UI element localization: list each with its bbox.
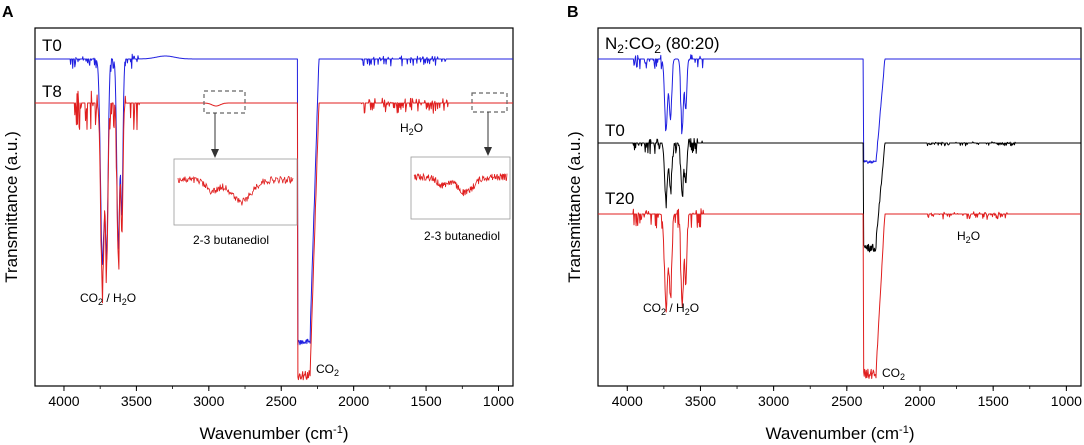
- x-tick-label: 3000: [193, 393, 224, 409]
- inset-1-frame: [173, 158, 298, 226]
- panel-b-x-axis-title: Wavenumber (cm-1): [766, 424, 915, 443]
- zoom-box-1: [203, 90, 246, 114]
- inset2-line: [413, 172, 508, 197]
- x-tick-label: 4000: [612, 393, 643, 409]
- x-tick-label: 2000: [338, 393, 369, 409]
- annotation-co2-h2o-b: CO2 / H2O: [643, 301, 699, 317]
- panel-a-x-axis-title: Wavenumber (cm-1): [200, 424, 349, 443]
- trace-a-t0: [35, 53, 513, 346]
- panel-b-x-ticks: 4000 3500 3000 2500 2000 1500 1000: [612, 386, 1082, 409]
- panel-a-label: A: [2, 4, 14, 21]
- panel-b-label: B: [567, 4, 579, 21]
- annotation-co2-a: CO2: [316, 362, 339, 378]
- zoom-arrow-1-head: [211, 149, 219, 158]
- annotation-co2-b: CO2: [882, 366, 905, 382]
- annotation-h2o-b: H2O: [957, 229, 980, 245]
- trace-a-t8: [35, 90, 513, 381]
- inset-1-trace: [177, 175, 294, 206]
- inset1-line: [177, 175, 294, 206]
- x-tick-label: 2500: [831, 393, 862, 409]
- panel-a-x-ticks: 4000 3500 3000 2500 2000 1500 1000: [48, 386, 514, 409]
- panel-a-plot-frame: [34, 27, 514, 387]
- x-tick-label: 1500: [978, 393, 1009, 409]
- trace-label-t8: T8: [42, 82, 62, 101]
- panel-b-plot-frame: [597, 27, 1082, 387]
- zoom-arrow-2-head: [484, 147, 492, 156]
- trace-b-t20: [598, 208, 1081, 379]
- x-tick-label: 2000: [904, 393, 935, 409]
- panel-b: B 4000 3500 3000 2500 2000 1500 1000 N2:CO2 (8…: [565, 4, 1082, 443]
- panel-a: A 4000 3500 3000 2500 2000 1500 1000 T0 T8 2-3…: [2, 4, 514, 443]
- x-tick-label: 3500: [685, 393, 716, 409]
- trace-label-n2-co2: N2:CO2 (80:20): [605, 34, 719, 56]
- trace-b-t0: [598, 138, 1081, 253]
- trace-label-t20: T20: [605, 189, 634, 208]
- x-tick-label: 1500: [411, 393, 442, 409]
- x-tick-label: 1000: [483, 393, 514, 409]
- x-tick-label: 2500: [266, 393, 297, 409]
- x-tick-label: 3500: [121, 393, 152, 409]
- x-tick-label: 3000: [758, 393, 789, 409]
- annotation-h2o-a: H2O: [400, 121, 423, 137]
- panel-a-y-axis-title: Transmittance (a.u.): [2, 131, 21, 282]
- trace-b-n2-co2: [598, 54, 1081, 164]
- zoom-box-2: [471, 92, 508, 113]
- inset-2-trace: [413, 172, 508, 197]
- trace-label-t0: T0: [42, 36, 62, 55]
- annotation-co2-h2o-a: CO2 / H2O: [80, 291, 136, 307]
- inset-2-frame: [410, 156, 511, 220]
- x-tick-label: 4000: [48, 393, 79, 409]
- trace-label-t0-b: T0: [605, 121, 625, 140]
- inset-1-caption: 2-3 butanediol: [193, 233, 269, 247]
- panel-b-traces: [598, 54, 1081, 379]
- x-tick-label: 1000: [1051, 393, 1082, 409]
- panel-a-traces: [35, 53, 513, 381]
- panel-b-y-axis-title: Transmittance (a.u.): [565, 131, 584, 282]
- inset-2-caption: 2-3 butanediol: [424, 229, 500, 243]
